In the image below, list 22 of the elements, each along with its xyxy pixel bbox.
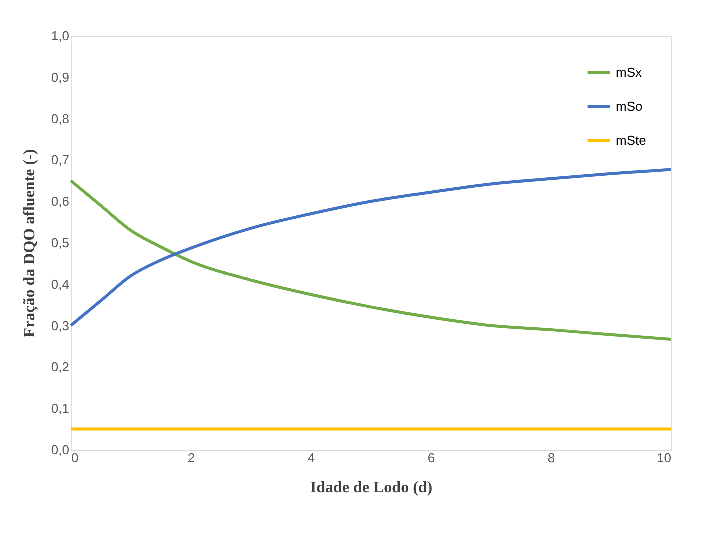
- x-axis-title: Idade de Lodo (d): [310, 480, 433, 496]
- y-tick-label: 0,5: [51, 236, 70, 250]
- x-tick-label: 10: [657, 450, 672, 466]
- legend-label: mSx: [616, 65, 642, 80]
- y-tick-label: 0,1: [51, 401, 70, 416]
- y-tick-label: 0,0: [51, 442, 70, 458]
- y-tick-label: 1,0: [51, 28, 70, 44]
- legend-label: mSo: [616, 99, 643, 114]
- y-tick-label: 0,8: [51, 111, 70, 126]
- y-tick-label: 0,9: [51, 70, 70, 85]
- x-tick-label: 2: [188, 450, 196, 466]
- x-tick-label: 4: [308, 450, 316, 466]
- y-axis-title: Fração da DQO afluente (-): [21, 149, 38, 338]
- legend-label: mSte: [616, 133, 646, 148]
- x-tick-label: 8: [548, 450, 556, 466]
- y-tick-label: 0,2: [51, 360, 70, 375]
- y-tick-label: 0,4: [51, 276, 70, 292]
- x-tick-label: 0: [72, 450, 79, 466]
- y-tick-label: 0,6: [51, 194, 70, 210]
- x-tick-label: 6: [428, 450, 436, 466]
- y-tick-label: 0,7: [51, 152, 70, 168]
- y-tick-label: 0,3: [51, 318, 70, 334]
